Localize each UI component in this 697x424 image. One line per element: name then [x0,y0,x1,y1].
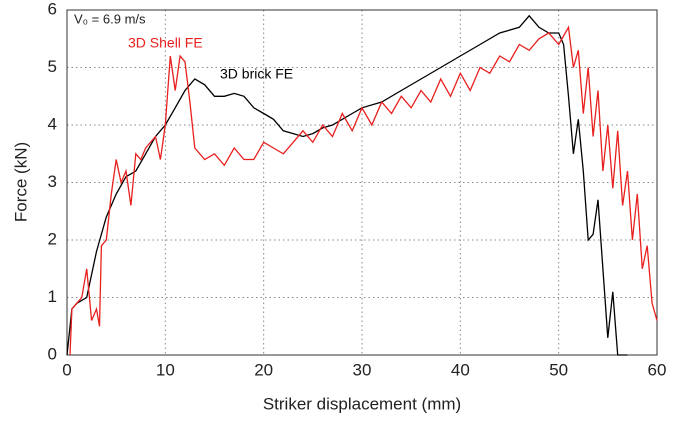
series-line [69,25,658,356]
annotation: V₀ = 6.9 m/s [74,11,146,26]
x-tick-label: 40 [451,360,470,379]
y-tick-label: 2 [48,229,57,248]
y-tick-label: 0 [48,344,57,363]
y-tick-label: 4 [48,114,57,133]
x-tick-label: 50 [549,360,568,379]
y-tick-label: 5 [48,57,57,76]
y-tick-label: 1 [48,287,57,306]
y-tick-label: 3 [48,172,57,191]
series-label: 3D brick FE [220,66,293,82]
x-tick-label: 60 [648,360,667,379]
x-tick-label: 10 [156,360,175,379]
x-axis-label: Striker displacement (mm) [263,394,461,413]
series-line [66,14,628,356]
y-axis-label: Force (kN) [11,142,30,222]
plot-frame [66,9,658,356]
x-tick-label: 20 [254,360,273,379]
y-tick-label: 6 [48,0,57,18]
x-tick-label: 0 [62,360,71,379]
x-tick-label: 30 [353,360,372,379]
series-label: 3D Shell FE [128,35,203,51]
